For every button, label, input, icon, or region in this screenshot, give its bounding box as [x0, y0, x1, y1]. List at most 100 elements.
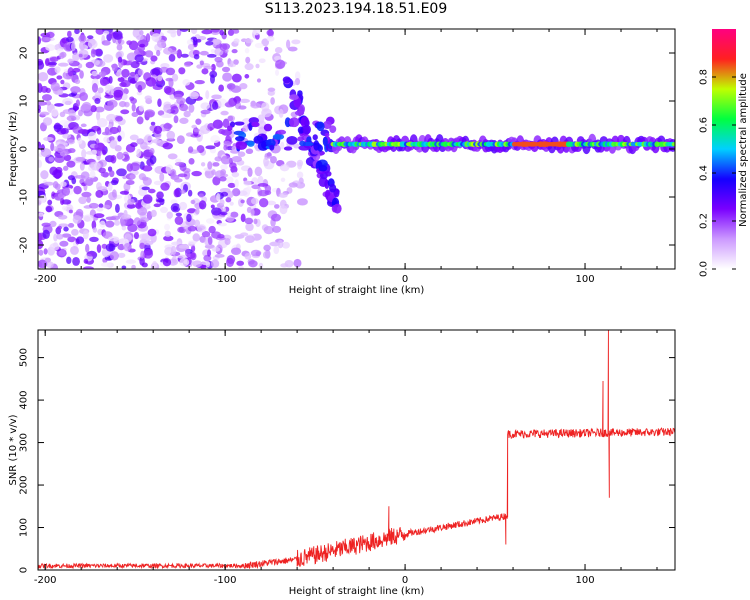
noise-cell: [92, 227, 98, 233]
colorbar-tick-label: 0.4: [699, 165, 710, 181]
noise-cell: [207, 249, 212, 257]
noise-cell: [58, 248, 66, 257]
noise-cell: [257, 183, 269, 187]
noise-cell: [244, 47, 250, 54]
noise-cell: [258, 58, 266, 64]
noise-cell: [54, 155, 65, 164]
colorbar-tick-label: 0.2: [699, 213, 710, 229]
signal-cell: [235, 136, 245, 142]
diagonal-signal-cell: [331, 205, 338, 213]
noise-cell: [192, 36, 198, 46]
noise-cell: [253, 218, 258, 225]
noise-cell: [67, 58, 74, 64]
noise-cell: [220, 164, 228, 170]
spectrogram-cells: [38, 29, 675, 269]
noise-cell: [139, 242, 145, 250]
x-tick-label: 100: [575, 575, 594, 586]
noise-cell: [43, 117, 53, 126]
noise-cell: [189, 91, 199, 100]
noise-cell: [78, 53, 83, 58]
noise-cell: [163, 85, 172, 94]
colorbar: 0.0 0.2 0.4 0.6 0.8 Normalized spectral ampli…: [699, 29, 749, 277]
noise-cell: [175, 158, 182, 163]
noise-cell: [205, 145, 216, 150]
noise-cell: [246, 186, 252, 193]
noise-cell: [57, 225, 62, 230]
noise-cell: [117, 56, 123, 63]
noise-cell: [60, 79, 65, 85]
noise-cell: [129, 134, 139, 141]
noise-cell: [186, 213, 192, 223]
noise-cell: [130, 61, 140, 69]
noise-cell: [250, 102, 261, 109]
noise-cell: [293, 258, 302, 268]
noise-cell: [116, 168, 127, 177]
noise-cell: [207, 123, 216, 131]
noise-cell: [192, 260, 203, 268]
colorbar-tick-label: 0.6: [699, 117, 710, 133]
noise-cell: [66, 36, 74, 43]
snr-plot-area: [38, 330, 675, 570]
noise-cell: [38, 101, 47, 106]
noise-cell: [63, 226, 69, 232]
x-tick-label: 0: [402, 274, 408, 285]
colorbar-tick-label: 0.8: [699, 69, 710, 85]
noise-cell: [67, 67, 74, 77]
noise-cell: [140, 145, 151, 150]
noise-cell: [53, 146, 58, 152]
noise-cell: [151, 33, 162, 43]
noise-cell: [234, 179, 239, 188]
noise-cell: [179, 258, 190, 267]
x-tick-label: -200: [34, 575, 57, 586]
noise-cell: [49, 220, 57, 228]
noise-cell: [100, 78, 109, 87]
noise-cell: [119, 190, 129, 195]
noise-cell: [126, 203, 136, 209]
noise-cell: [83, 266, 94, 269]
noise-cell: [211, 207, 222, 216]
noise-cell: [182, 78, 191, 86]
noise-cell: [79, 70, 84, 79]
noise-cell: [211, 29, 220, 33]
noise-cell: [267, 87, 276, 92]
noise-cell: [285, 39, 291, 49]
noise-cell: [187, 146, 194, 153]
noise-cell: [168, 53, 176, 62]
noise-cell: [141, 176, 149, 181]
noise-cell: [105, 85, 115, 90]
noise-cell: [136, 35, 144, 41]
noise-cell: [57, 90, 64, 96]
noise-cell: [165, 67, 176, 76]
noise-cell: [62, 133, 72, 139]
noise-cell: [86, 252, 96, 257]
noise-cell: [244, 63, 254, 71]
noise-cell: [107, 99, 118, 108]
noise-cell: [60, 51, 67, 58]
noise-cell: [97, 87, 104, 94]
noise-cell: [244, 252, 252, 260]
noise-cell: [160, 182, 170, 191]
noise-cell: [41, 222, 51, 227]
noise-cell: [226, 257, 234, 268]
noise-cell: [174, 178, 183, 183]
noise-cell: [93, 213, 105, 219]
noise-cell: [136, 91, 143, 96]
noise-cell: [109, 139, 118, 149]
y-tick-label: 300: [19, 433, 30, 452]
signal-cell: [265, 138, 276, 148]
noise-cell: [103, 204, 111, 209]
noise-cell: [293, 143, 300, 149]
noise-cell: [51, 108, 59, 117]
noise-cell: [205, 41, 214, 46]
noise-cell: [163, 123, 173, 129]
noise-cell: [191, 170, 202, 177]
noise-cell: [245, 56, 251, 64]
noise-cell: [175, 212, 183, 217]
noise-cell: [105, 243, 116, 252]
noise-cell: [226, 190, 234, 199]
diagonal-signal-cell: [297, 126, 305, 134]
noise-cell: [240, 213, 246, 223]
noise-cell: [88, 202, 99, 209]
noise-cell: [47, 61, 58, 66]
noise-cell: [263, 244, 271, 252]
